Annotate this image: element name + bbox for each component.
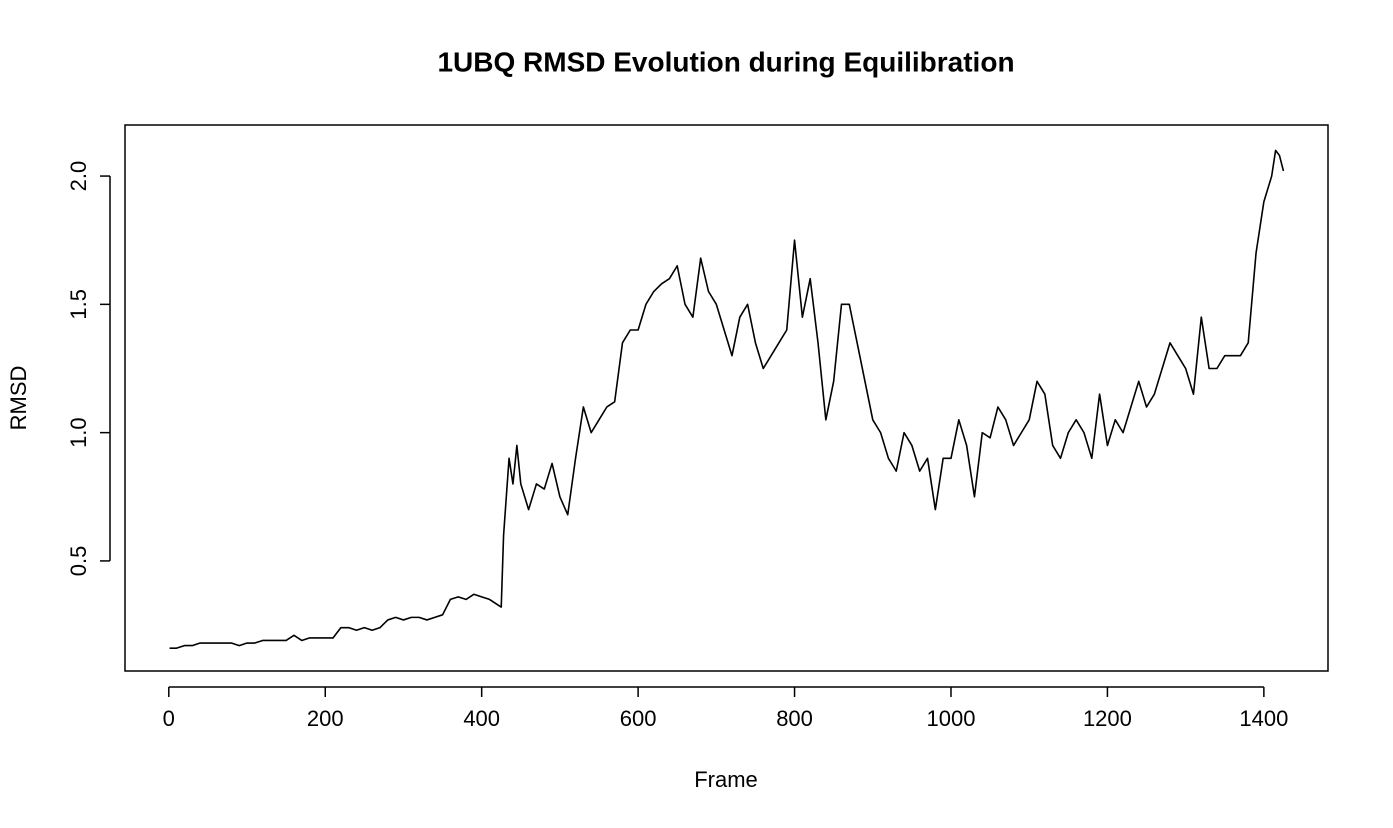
y-tick-label: 2.0 <box>66 161 91 192</box>
y-tick-label: 0.5 <box>66 546 91 577</box>
x-tick-label: 1200 <box>1083 706 1132 731</box>
x-tick-label: 200 <box>307 706 344 731</box>
x-tick-label: 1000 <box>927 706 976 731</box>
plot-box <box>124 124 1329 672</box>
x-tick-label: 0 <box>163 706 175 731</box>
x-tick-label: 1400 <box>1239 706 1288 731</box>
x-tick-label: 400 <box>463 706 500 731</box>
x-tick-label: 800 <box>776 706 813 731</box>
chart-title: 1UBQ RMSD Evolution during Equilibration <box>437 46 1014 77</box>
y-axis-label: RMSD <box>6 366 31 431</box>
y-tick-label: 1.0 <box>66 417 91 448</box>
x-axis-label: Frame <box>694 767 758 792</box>
x-tick-label: 600 <box>620 706 657 731</box>
data-line <box>169 149 1285 649</box>
y-tick-label: 1.5 <box>66 289 91 320</box>
